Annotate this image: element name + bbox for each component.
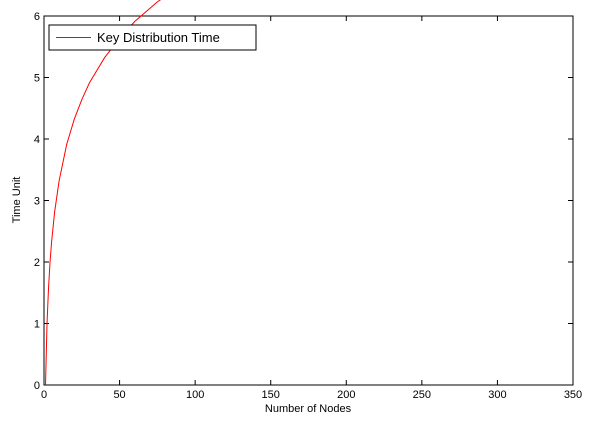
- y-tick-label: 4: [34, 134, 40, 146]
- x-tick-label: 0: [41, 389, 47, 401]
- y-tick-label: 5: [34, 73, 40, 85]
- y-tick-label: 0: [34, 380, 40, 392]
- x-axis-ticks: 0 50 100 150 200 250 300 350: [41, 16, 582, 401]
- legend: Key Distribution Time: [48, 24, 257, 51]
- x-tick-label: 200: [337, 389, 355, 401]
- y-tick-label: 1: [34, 319, 40, 331]
- y-tick-label: 6: [34, 11, 40, 23]
- x-axis-label: Number of Nodes: [265, 403, 352, 415]
- y-tick-label: 2: [34, 257, 40, 269]
- y-tick-label: 3: [34, 196, 40, 208]
- x-tick-label: 250: [413, 389, 431, 401]
- plot-area: [43, 15, 574, 386]
- legend-label-key-distribution-time: Key Distribution Time: [97, 30, 220, 45]
- x-tick-label: 350: [564, 389, 582, 401]
- x-tick-label: 300: [488, 389, 506, 401]
- y-axis-ticks: 0 1 2 3 4 5 6: [34, 11, 573, 392]
- x-tick-label: 150: [262, 389, 280, 401]
- x-tick-label: 100: [186, 389, 204, 401]
- x-tick-label: 50: [113, 389, 125, 401]
- y-axis-label: Time Unit: [11, 177, 23, 224]
